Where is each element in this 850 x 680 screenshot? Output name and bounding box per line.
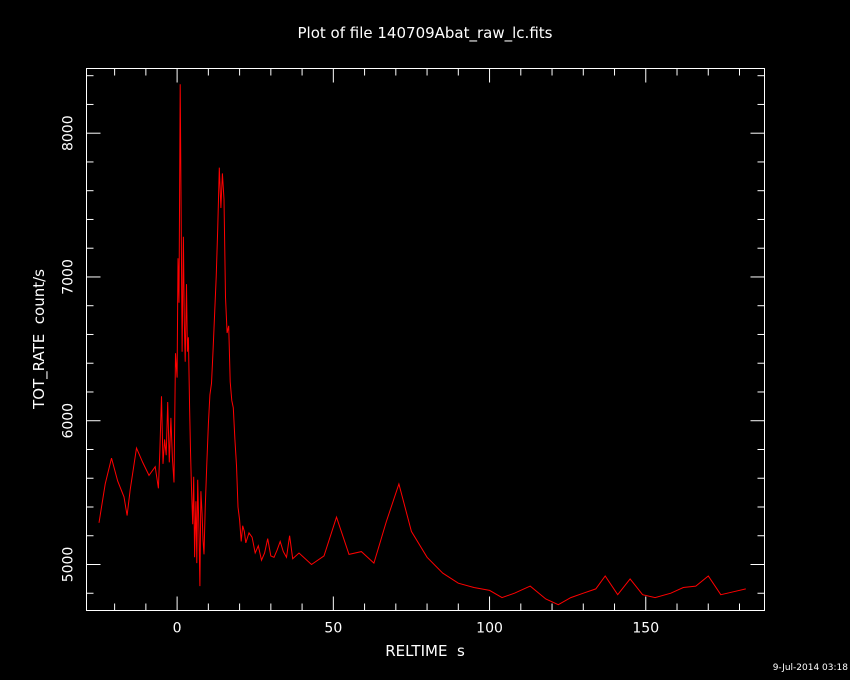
x-tick-label: 150 (632, 621, 659, 637)
series-layer (98, 84, 746, 606)
y-tick-label: 5000 (61, 547, 77, 583)
chart-title: Plot of file 140709Abat_raw_lc.fits (298, 24, 553, 43)
timestamp: 9-Jul-2014 03:18 (773, 663, 849, 673)
x-tick-label: 100 (476, 621, 503, 637)
y-tick-label: 6000 (61, 403, 77, 439)
series-line (98, 84, 746, 606)
plot-frame (86, 68, 765, 611)
x-tick-label: 50 (324, 621, 342, 637)
tick-labels: 0 50 100 150 5000 6000 7000 8000 (61, 115, 660, 636)
x-tick-label: 0 (173, 621, 182, 637)
y-tick-label: 7000 (61, 259, 77, 295)
y-axis-label: TOT_RATE count/s (30, 269, 49, 410)
major-ticks (86, 68, 765, 611)
y-tick-label: 8000 (61, 115, 77, 151)
minor-ticks (86, 68, 765, 611)
x-axis-label: RELTIME s (385, 642, 465, 660)
